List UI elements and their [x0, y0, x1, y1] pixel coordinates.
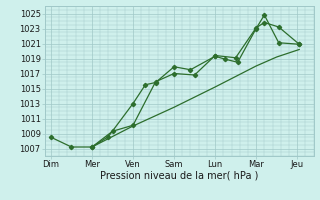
X-axis label: Pression niveau de la mer( hPa ): Pression niveau de la mer( hPa ): [100, 171, 258, 181]
